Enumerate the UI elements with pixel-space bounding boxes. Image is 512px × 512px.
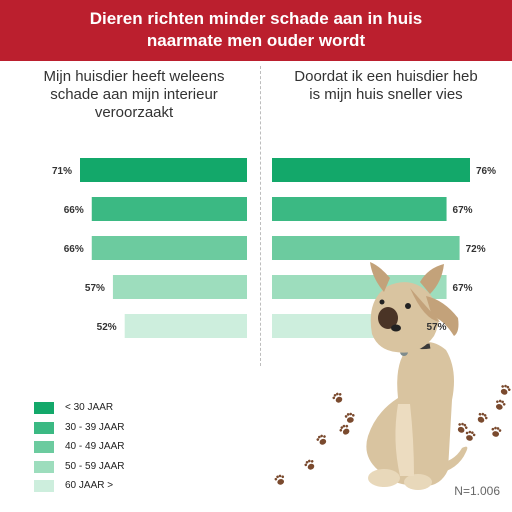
legend-label: 30 - 39 JAAR <box>65 421 125 433</box>
left-bar <box>91 236 248 260</box>
right-value-label: 72% <box>466 244 486 255</box>
legend-label: < 30 JAAR <box>65 402 114 413</box>
page-title: Dieren richten minder schade aan in huis… <box>20 8 492 52</box>
legend-swatch <box>34 460 54 473</box>
left-bar <box>91 197 248 221</box>
paw-print-icon <box>491 426 502 437</box>
left-value-label: 57% <box>85 283 105 294</box>
right-value-label: 67% <box>453 205 473 216</box>
legend-swatch <box>34 421 54 434</box>
title-line-2: naarmate men ouder wordt <box>146 31 366 50</box>
legend-swatch <box>34 402 54 414</box>
right-value-label: 57% <box>427 322 447 333</box>
title-line-1: Dieren richten minder schade aan in huis <box>89 9 423 28</box>
paw-print-icon <box>274 474 285 485</box>
right-value-label: 76% <box>476 166 496 177</box>
legend-label: 50 - 59 JAAR <box>65 460 125 472</box>
right-bar <box>272 197 447 221</box>
right-title-line: Doordat ik een huisdier heb <box>294 68 478 85</box>
paw-print-icon <box>477 412 488 423</box>
legend-label: 40 - 49 JAAR <box>65 441 125 452</box>
left-bar <box>80 158 247 182</box>
right-title-line: is mijn huis sneller vies <box>309 86 463 103</box>
paw-print-icon <box>339 424 350 435</box>
dog-illustration <box>366 262 468 490</box>
value-labels-layer: 71% 66% 66% 57% 52% 76% 67% 72% 67% 57% <box>52 166 496 333</box>
bars-layer <box>80 158 470 338</box>
header-banner: Dieren richten minder schade aan in huis… <box>0 0 512 61</box>
paw-print-icon <box>316 434 327 445</box>
left-title-line: veroorzaakt <box>94 104 174 121</box>
left-value-label: 66% <box>64 205 84 216</box>
right-bar <box>272 236 460 260</box>
left-bar <box>112 275 247 299</box>
left-title-line: schade aan mijn interieur <box>50 86 218 103</box>
paw-print-icon <box>465 430 476 441</box>
left-title-line: Mijn huisdier heeft weleens <box>43 68 225 85</box>
paw-print-icon <box>500 384 511 395</box>
paw-print-icon <box>304 459 315 470</box>
right-bar <box>272 158 470 182</box>
left-chart-title: Mijn huisdier heeft weleens schade aan m… <box>20 68 248 122</box>
chart-divider <box>260 66 261 366</box>
left-value-label: 66% <box>64 244 84 255</box>
sample-size: N=1.006 <box>454 484 500 498</box>
left-value-label: 71% <box>52 166 72 177</box>
right-value-label: 67% <box>453 283 473 294</box>
right-chart-title: Doordat ik een huisdier heb is mijn huis… <box>275 68 497 104</box>
paw-prints-decoration <box>274 384 511 485</box>
paw-print-icon <box>457 422 468 433</box>
left-bar <box>124 314 247 338</box>
left-value-label: 52% <box>97 322 117 333</box>
legend-label: 60 JAAR > <box>65 480 114 491</box>
legend-swatch <box>34 480 54 492</box>
paw-print-icon <box>332 392 343 403</box>
legend-swatch <box>34 441 54 453</box>
paw-print-icon <box>495 399 506 410</box>
paw-print-icon <box>344 412 355 423</box>
